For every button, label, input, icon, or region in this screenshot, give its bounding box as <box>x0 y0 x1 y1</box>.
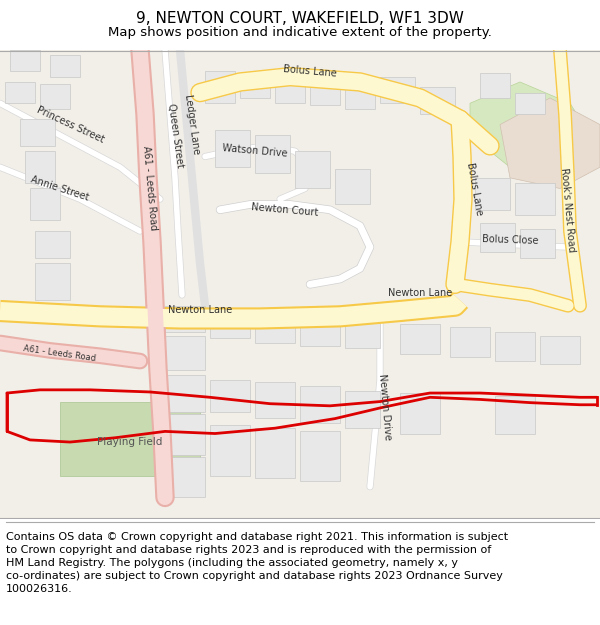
Polygon shape <box>540 336 580 364</box>
Polygon shape <box>165 306 205 332</box>
Polygon shape <box>345 391 380 428</box>
Polygon shape <box>255 314 295 343</box>
Polygon shape <box>275 77 305 103</box>
Polygon shape <box>210 425 250 476</box>
Polygon shape <box>255 382 295 418</box>
Text: Newton Lane: Newton Lane <box>168 305 232 315</box>
Polygon shape <box>295 151 330 189</box>
Polygon shape <box>520 229 555 258</box>
Polygon shape <box>420 88 455 114</box>
Text: Queen Street: Queen Street <box>166 102 184 168</box>
Text: Newton Lane: Newton Lane <box>388 288 452 298</box>
Polygon shape <box>205 71 235 103</box>
Polygon shape <box>10 50 40 71</box>
Polygon shape <box>20 119 55 146</box>
Text: Newton Drive: Newton Drive <box>377 373 393 441</box>
Polygon shape <box>40 84 70 109</box>
Text: Ledger Lane: Ledger Lane <box>183 94 201 155</box>
Polygon shape <box>515 183 555 215</box>
Polygon shape <box>400 393 440 434</box>
Polygon shape <box>310 80 340 106</box>
Polygon shape <box>240 73 270 98</box>
Text: Annie Street: Annie Street <box>29 174 91 203</box>
Polygon shape <box>495 396 535 434</box>
Polygon shape <box>345 322 380 348</box>
Polygon shape <box>400 324 440 354</box>
Polygon shape <box>165 336 205 369</box>
Polygon shape <box>215 130 250 168</box>
Polygon shape <box>300 319 340 346</box>
Polygon shape <box>165 375 205 413</box>
Polygon shape <box>210 311 250 338</box>
Polygon shape <box>165 457 205 498</box>
Polygon shape <box>255 135 290 172</box>
Polygon shape <box>210 380 250 412</box>
Text: Bolus Lane: Bolus Lane <box>466 161 485 216</box>
Text: Bolus Close: Bolus Close <box>482 234 538 246</box>
Polygon shape <box>470 82 590 178</box>
Polygon shape <box>495 332 535 361</box>
Polygon shape <box>300 386 340 423</box>
Polygon shape <box>475 178 510 210</box>
Text: 9, NEWTON COURT, WAKEFIELD, WF1 3DW: 9, NEWTON COURT, WAKEFIELD, WF1 3DW <box>136 11 464 26</box>
Polygon shape <box>5 82 35 103</box>
Polygon shape <box>35 263 70 301</box>
Polygon shape <box>335 169 370 204</box>
Text: Contains OS data © Crown copyright and database right 2021. This information is : Contains OS data © Crown copyright and d… <box>6 531 508 594</box>
Text: Playing Field: Playing Field <box>97 437 163 447</box>
Text: Bolus Lane: Bolus Lane <box>283 64 337 79</box>
Polygon shape <box>50 56 80 77</box>
Text: Map shows position and indicative extent of the property.: Map shows position and indicative extent… <box>108 26 492 39</box>
Text: A61 - Leeds Road: A61 - Leeds Road <box>142 146 158 231</box>
Polygon shape <box>345 84 375 109</box>
Polygon shape <box>30 189 60 221</box>
Polygon shape <box>480 222 515 253</box>
Polygon shape <box>300 431 340 481</box>
Text: Watson Drive: Watson Drive <box>222 143 288 159</box>
Text: Princess Street: Princess Street <box>35 104 106 144</box>
Polygon shape <box>35 231 70 258</box>
Polygon shape <box>25 151 55 183</box>
Polygon shape <box>255 428 295 478</box>
Polygon shape <box>500 98 600 189</box>
Polygon shape <box>450 327 490 357</box>
Polygon shape <box>380 77 415 103</box>
Text: Newton Court: Newton Court <box>251 202 319 217</box>
Polygon shape <box>480 73 510 98</box>
Polygon shape <box>165 414 205 455</box>
Polygon shape <box>515 92 545 114</box>
Text: A61 - Leeds Road: A61 - Leeds Road <box>23 344 97 363</box>
Polygon shape <box>60 401 200 476</box>
Text: Rook's Nest Road: Rook's Nest Road <box>559 168 577 252</box>
